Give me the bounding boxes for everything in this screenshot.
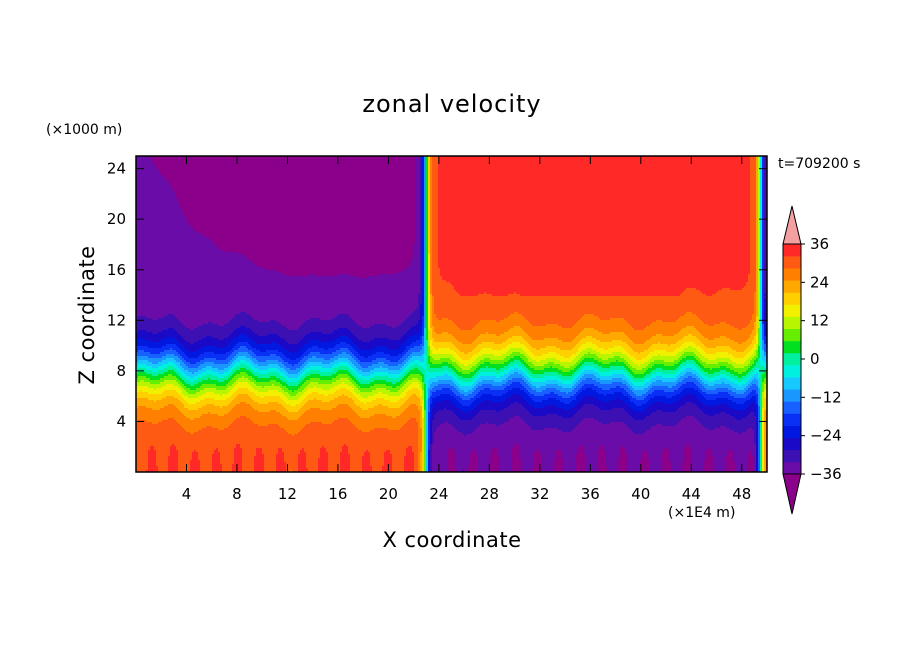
contour-field [136,156,768,472]
time-label: t=709200 s [778,156,860,172]
chart-title: zonal velocity [362,90,541,118]
y-units-label: (×1000 m) [46,122,122,138]
zonal-velocity-chart: zonal velocity (×1000 m) t=709200 s 4 8 12… [0,0,904,654]
